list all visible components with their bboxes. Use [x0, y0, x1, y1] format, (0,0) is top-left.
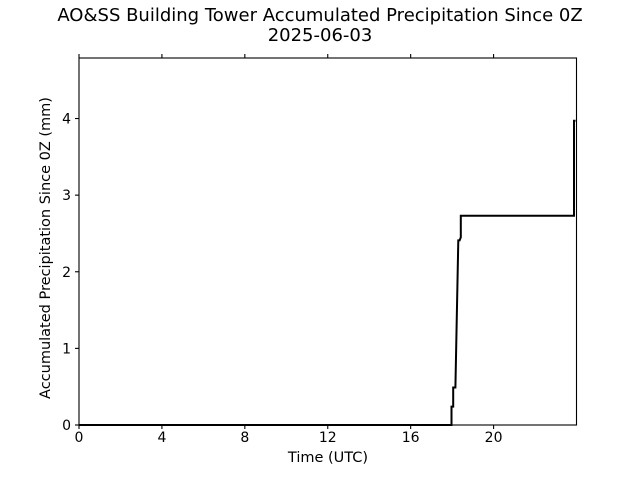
y-tick-label: 2 [62, 265, 71, 281]
chart-title-line2: 2025-06-03 [267, 25, 373, 46]
y-tick-label: 3 [62, 188, 71, 204]
x-tick-label: 16 [402, 430, 420, 446]
x-tick-label: 0 [75, 430, 84, 446]
axes-frame [78, 57, 578, 426]
y-axis-label: Accumulated Precipitation Since 0Z (mm) [38, 97, 54, 399]
x-axis-label: Time (UTC) [287, 450, 369, 466]
chart-title: AO&SS Building Tower Accumulated Precipi… [0, 6, 640, 46]
data-line [79, 119, 576, 426]
y-tick-label: 4 [62, 112, 71, 128]
x-tick-label: 12 [319, 430, 337, 446]
x-tick-label: 4 [157, 430, 166, 446]
x-tick-label: 20 [485, 430, 503, 446]
chart-title-line1: AO&SS Building Tower Accumulated Precipi… [57, 5, 583, 26]
y-tick-label: 0 [62, 418, 71, 434]
y-tick-label: 1 [62, 341, 71, 357]
x-tick-label: 8 [240, 430, 249, 446]
